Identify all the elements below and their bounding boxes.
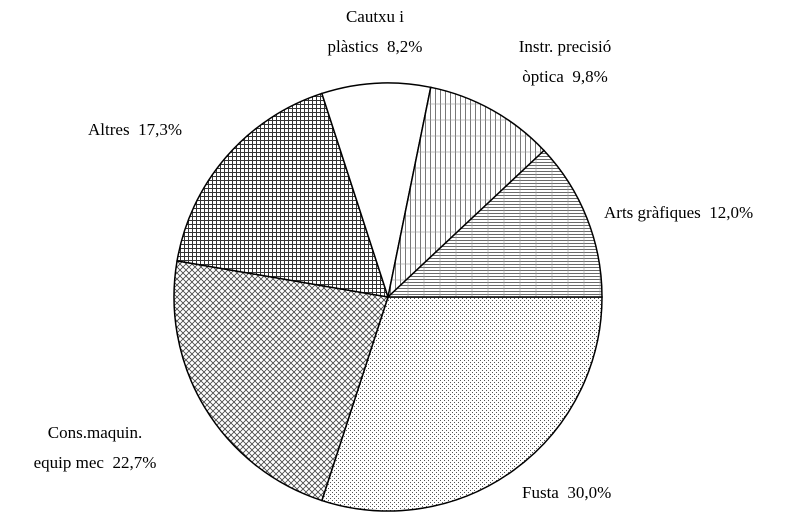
pie-slice — [386, 86, 546, 300]
category-label: Cons.maquin. equip mec — [33, 423, 143, 472]
slice-label: Instr. precisió òptica 9,8% — [480, 32, 650, 92]
value-label: 30,0% — [567, 483, 612, 502]
pie-slice — [320, 82, 432, 300]
value-label: 17,3% — [138, 120, 182, 139]
pie-slice — [320, 296, 603, 512]
slice-label: Cons.maquin. equip mec 22,7% — [10, 418, 180, 478]
value-label: 8,2% — [387, 37, 423, 56]
slice-label: Cautxu i plàstics 8,2% — [290, 2, 460, 62]
pie-slice — [386, 149, 603, 298]
category-label: Instr. precisió òptica — [518, 37, 612, 86]
slice-label: Altres 17,3% — [60, 115, 210, 145]
category-label: Fusta — [522, 483, 559, 502]
category-label: Cautxu i plàstics — [327, 7, 405, 56]
category-label: Arts gràfiques — [604, 203, 701, 222]
value-label: 22,7% — [112, 453, 157, 472]
slice-label: Fusta 30,0% — [522, 478, 652, 508]
pie-slice — [173, 260, 389, 502]
category-label: Altres — [88, 120, 130, 139]
pie-slice — [176, 92, 390, 298]
value-label: 12,0% — [709, 203, 754, 222]
slice-label: Arts gràfiques 12,0% — [604, 198, 804, 228]
value-label: 9,8% — [572, 67, 608, 86]
